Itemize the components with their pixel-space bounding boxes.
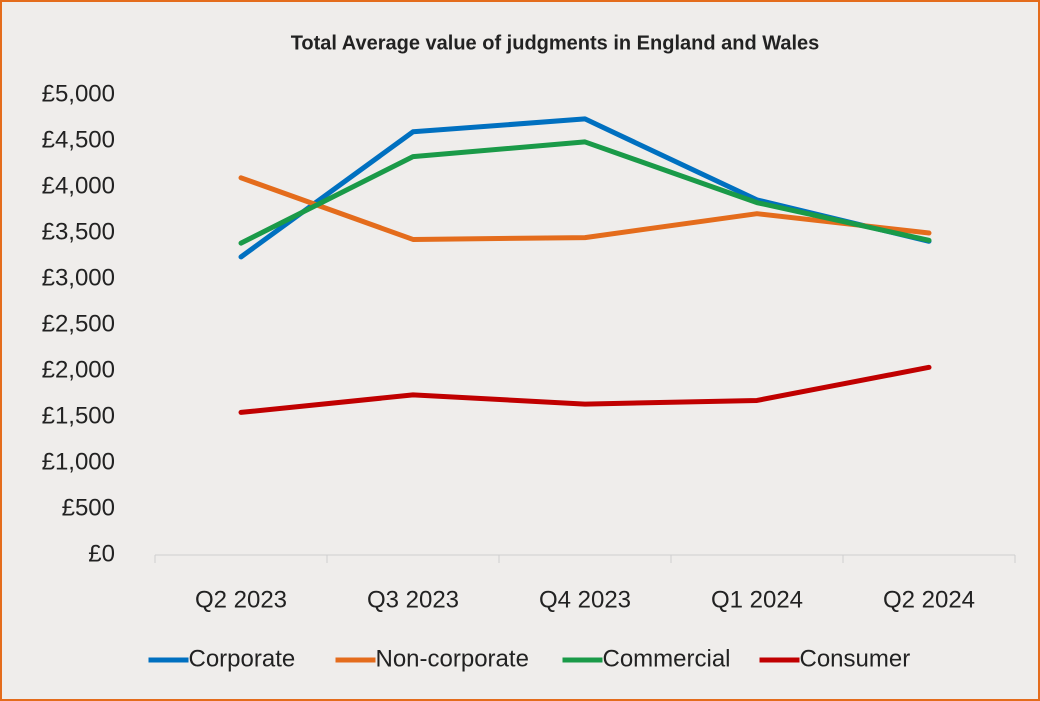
x-tick-label: Q4 2023 [539,586,631,613]
chart-title: Total Average value of judgments in Engl… [291,32,820,54]
legend-label: Commercial [603,645,731,672]
x-tick-label: Q2 2024 [883,586,975,613]
y-tick-label: £4,000 [42,172,115,199]
y-tick-label: £5,000 [42,80,115,107]
legend-label: Non-corporate [376,645,529,672]
y-tick-label: £2,000 [42,356,115,383]
series-line [238,175,932,242]
series-line [238,139,932,246]
legend-label: Corporate [189,645,296,672]
y-tick-label: £1,500 [42,402,115,429]
legend-label: Consumer [800,645,911,672]
x-tick-label: Q2 2023 [195,586,287,613]
y-tick-label: £1,000 [42,448,115,475]
x-tick-label: Q1 2024 [711,586,803,613]
y-tick-label: £3,000 [42,264,115,291]
y-tick-label: £500 [62,494,115,521]
x-tick-label: Q3 2023 [367,586,459,613]
y-tick-label: £3,500 [42,218,115,245]
series-line [238,364,932,415]
y-tick-label: £0 [88,540,115,567]
y-tick-label: £2,500 [42,310,115,337]
y-tick-label: £4,500 [42,126,115,153]
